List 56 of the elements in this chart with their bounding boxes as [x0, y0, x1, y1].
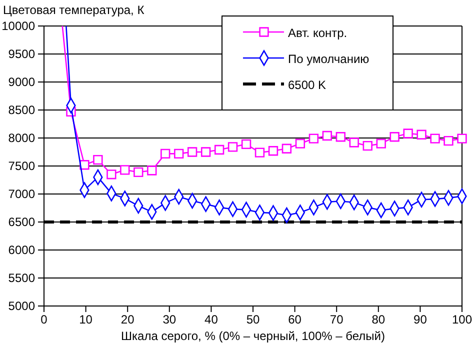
point — [254, 148, 265, 158]
point — [174, 148, 184, 159]
point — [322, 130, 332, 141]
point — [282, 144, 292, 154]
point — [308, 134, 319, 144]
point — [228, 142, 238, 152]
y-tick-label: 7500 — [8, 158, 36, 173]
legend-label: Авт. контр. — [288, 26, 348, 40]
point — [187, 147, 198, 157]
x-tick-label: 60 — [288, 312, 302, 327]
legend-label: 6500 K — [288, 78, 326, 92]
y-axis-title: Цветовая температура, К — [3, 3, 144, 17]
point — [390, 132, 400, 142]
x-tick-label: 90 — [414, 312, 428, 327]
point — [160, 148, 170, 159]
point — [430, 134, 440, 144]
point — [444, 136, 454, 146]
x-tick-label: 20 — [120, 312, 135, 327]
point — [268, 146, 278, 156]
point — [376, 138, 386, 148]
point — [214, 144, 224, 155]
y-tick-label: 7000 — [8, 186, 36, 201]
y-tick-label: 10000 — [2, 18, 36, 33]
point — [106, 170, 116, 180]
y-tick-label: 5000 — [8, 298, 36, 313]
y-tick-label: 6000 — [8, 242, 36, 257]
point — [241, 139, 252, 149]
x-tick-label: 10 — [79, 312, 93, 327]
point — [416, 130, 426, 140]
point — [336, 132, 346, 142]
x-tick-label: 0 — [40, 312, 48, 327]
legend-label: По умолчанию — [288, 52, 370, 66]
point — [80, 160, 90, 170]
point — [349, 138, 359, 148]
x-axis-title: Шкала серого, % (0% – черный, 100% – белый) — [121, 329, 385, 343]
point — [457, 134, 467, 144]
y-tick-label: 5500 — [8, 270, 36, 285]
point — [362, 141, 372, 151]
point — [200, 147, 211, 157]
y-tick-label: 9000 — [8, 74, 36, 89]
y-tick-label: 9500 — [8, 46, 36, 61]
y-tick-label: 8000 — [8, 130, 36, 145]
x-tick-label: 80 — [372, 312, 386, 327]
point — [295, 138, 306, 148]
x-tick-label: 40 — [204, 312, 218, 327]
y-tick-label: 8500 — [8, 102, 36, 117]
x-tick-label: 100 — [452, 312, 472, 327]
point — [93, 155, 103, 165]
point — [147, 166, 157, 176]
point — [403, 128, 413, 138]
y-tick-label: 6500 — [8, 214, 36, 229]
point — [134, 167, 144, 177]
x-tick-label: 70 — [330, 312, 344, 327]
point — [120, 165, 130, 175]
x-tick-label: 50 — [246, 312, 260, 327]
x-tick-label: 30 — [162, 312, 176, 327]
